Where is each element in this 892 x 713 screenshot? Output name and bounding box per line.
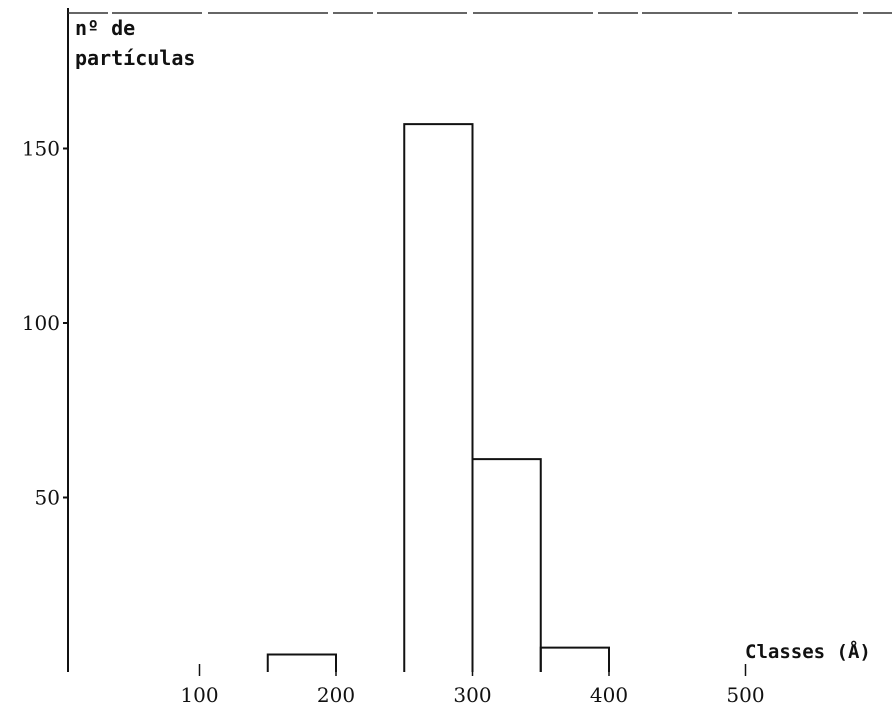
y-axis-label-line-2: partículas	[75, 46, 195, 70]
x-axis-label-text: Classes (Å)	[745, 639, 871, 663]
histogram-bar	[471, 458, 542, 672]
y-axis-label: nº de partículas	[75, 16, 195, 70]
x-tick-label: 100	[180, 683, 218, 707]
histogram-bar	[266, 653, 337, 672]
x-tick-label: 300	[453, 683, 491, 707]
y-tick-label: 150	[22, 137, 60, 161]
y-ticks: 50 100 150	[22, 137, 68, 510]
y-tick-label: 50	[35, 486, 60, 510]
histogram-bar	[403, 123, 474, 672]
x-ticks: 100 200 300 400 500	[180, 664, 765, 707]
x-tick-label: 200	[317, 683, 355, 707]
x-tick-label: 500	[726, 683, 764, 707]
chart-frame	[67, 8, 892, 672]
histogram-bars	[266, 123, 610, 672]
x-tick-label: 400	[590, 683, 628, 707]
y-axis-label-line-1: nº de	[75, 16, 135, 40]
x-axis-label: Classes (Å)	[745, 639, 871, 663]
histogram-bar	[539, 646, 610, 672]
y-tick-label: 100	[22, 311, 60, 335]
